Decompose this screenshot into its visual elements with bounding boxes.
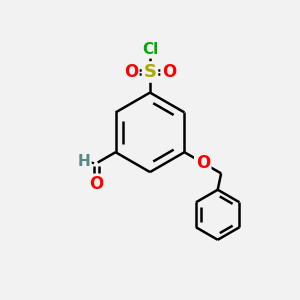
Text: O: O xyxy=(162,63,176,81)
Text: O: O xyxy=(196,154,210,172)
Text: H: H xyxy=(77,154,90,169)
Text: S: S xyxy=(143,63,157,81)
Text: O: O xyxy=(89,175,103,193)
Text: O: O xyxy=(124,63,138,81)
Text: Cl: Cl xyxy=(142,42,159,57)
